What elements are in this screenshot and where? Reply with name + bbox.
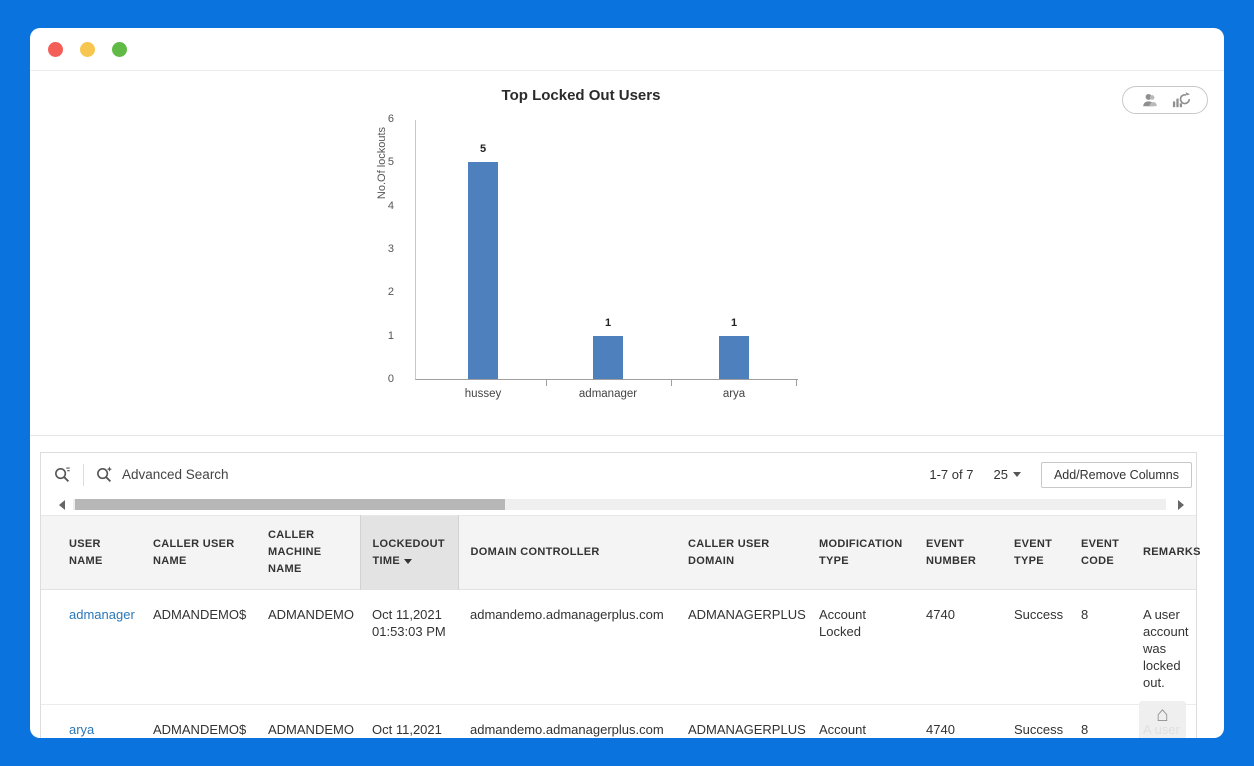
advanced-search-icon[interactable]	[95, 465, 114, 484]
col-header-user_name[interactable]: USER NAME	[69, 537, 103, 567]
bar-value-label: 5	[479, 143, 487, 155]
x-axis-tick	[796, 380, 797, 386]
chart-section: Top Locked Out Users	[30, 71, 1224, 435]
col-header-caller_user_name[interactable]: CALLER USER NAME	[153, 537, 235, 567]
user_name-cell[interactable]: admanager	[69, 607, 135, 622]
y-axis-tick-label: 1	[387, 329, 394, 342]
y-axis-tick-label: 2	[387, 286, 394, 299]
lockout-report-table: USER NAME CALLER USER NAME CALLER MACHINE …	[41, 515, 1201, 739]
y-axis-tick-label: 6	[387, 113, 394, 125]
spacer-cell	[41, 516, 57, 590]
x-axis-tick	[546, 380, 547, 386]
col-header-caller_user_domain[interactable]: CALLER USER DOMAIN	[688, 537, 770, 567]
pagination-range: 1-7 of 7	[929, 467, 974, 482]
close-window-button[interactable]	[48, 41, 63, 57]
report-table-panel: Advanced Search 1-7 of 7 25 Add/Remove C…	[40, 452, 1201, 739]
app-window: Top Locked Out Users	[30, 28, 1224, 738]
lockedout_time-cell: Oct 11,2021 01:52:39 PM	[372, 722, 442, 737]
toolbar-divider	[83, 463, 84, 486]
scroll-to-top-icon: ⌂	[1156, 703, 1169, 726]
horizontal-scrollbar[interactable]	[41, 497, 1196, 512]
scroll-right-arrow-icon[interactable]	[1178, 500, 1184, 510]
table-toolbar: Advanced Search 1-7 of 7 25 Add/Remove C…	[41, 453, 1196, 496]
table-row: admanager ADMANDEMO$ ADMANDEMO Oct 11,2021 …	[41, 590, 1196, 705]
caller_machine_name-cell: ADMANDEMO	[268, 722, 354, 737]
caller_user_domain-cell: ADMANAGERPLUS	[688, 607, 806, 622]
scroll-left-arrow-icon[interactable]	[59, 500, 65, 510]
caller_user_name-cell: ADMANDEMO$	[153, 722, 247, 737]
col-header-lockedout_time[interactable]: LOCKEDOUT TIME	[359, 515, 459, 590]
event_number-cell: 4740	[926, 607, 955, 622]
chart-title: Top Locked Out Users	[501, 87, 661, 104]
scrollbar-track[interactable]	[73, 499, 1166, 510]
col-header-modification_type[interactable]: MODIFICATION TYPE	[819, 537, 903, 567]
x-axis-category-label: hussey	[464, 388, 502, 400]
scroll-to-top-button[interactable]: ⌂	[1139, 701, 1186, 738]
remarks-cell: A user account was locked out.	[1143, 607, 1189, 690]
col-header-remarks[interactable]: REMARKS	[1143, 546, 1201, 558]
event_type-cell: Success	[1014, 607, 1064, 622]
bar-admanager[interactable]	[593, 336, 623, 379]
event_code-cell: 8	[1081, 607, 1089, 622]
titlebar	[30, 28, 1224, 71]
modification_type-cell: Account Locked	[819, 722, 866, 737]
chart-refresh-icon[interactable]	[1171, 91, 1191, 110]
caller_user_name-cell: ADMANDEMO$	[153, 607, 247, 622]
y-axis-tick-label: 5	[387, 156, 394, 169]
x-axis-tick	[671, 380, 672, 386]
bar-arya[interactable]	[719, 336, 749, 379]
domain_controller-cell: admandemo.admanagerplus.com	[470, 722, 664, 737]
spacer-cell	[41, 590, 57, 705]
search-icon[interactable]	[53, 465, 72, 484]
col-header-event_type[interactable]: EVENT TYPE	[1014, 537, 1053, 567]
user_name-cell[interactable]: arya	[69, 722, 95, 737]
advanced-search-label[interactable]: Advanced Search	[122, 467, 229, 482]
x-axis-category-label: admanager	[578, 388, 638, 400]
caller_user_domain-cell: ADMANAGERPLUS	[688, 722, 806, 737]
event_number-cell: 4740	[926, 722, 955, 737]
minimize-window-button[interactable]	[80, 41, 95, 57]
modification_type-cell: Account Locked	[819, 607, 866, 639]
domain_controller-cell: admandemo.admanagerplus.com	[470, 607, 664, 622]
caller_machine_name-cell: ADMANDEMO	[268, 607, 354, 622]
y-axis-tick-label: 3	[387, 243, 394, 255]
chart-actions-group	[1122, 86, 1208, 114]
chart-y-ticks: 0 1 2 3 4 5 6	[370, 113, 404, 385]
page-size-dropdown[interactable]: 25	[993, 467, 1021, 482]
y-axis-tick-label: 4	[387, 199, 394, 212]
scrollbar-thumb[interactable]	[75, 499, 505, 510]
chevron-down-icon	[1012, 472, 1021, 477]
y-axis-tick-label: 0	[387, 373, 394, 385]
section-divider	[30, 435, 1224, 436]
col-header-event_number[interactable]: EVENT NUMBER	[926, 537, 977, 567]
table-row: arya ADMANDEMO$ ADMANDEMO Oct 11,2021 01:52…	[41, 705, 1196, 739]
event_code-cell: 8	[1081, 722, 1089, 737]
lockedout_time-cell: Oct 11,2021 01:53:03 PM	[372, 607, 446, 639]
user-icon[interactable]	[1140, 91, 1159, 110]
bar-value-label: 1	[730, 317, 738, 329]
add-remove-columns-button[interactable]: Add/Remove Columns	[1040, 461, 1192, 488]
maximize-window-button[interactable]	[112, 41, 127, 57]
spacer-cell	[41, 705, 57, 739]
col-header-caller_machine_name[interactable]: CALLER MACHINE NAME	[268, 529, 322, 575]
x-axis-category-label: arya	[722, 388, 746, 400]
event_type-cell: Success	[1014, 722, 1064, 737]
sort-descending-icon[interactable]	[403, 558, 412, 564]
page-size-value: 25	[993, 467, 1008, 482]
col-header-event_code[interactable]: EVENT CODE	[1081, 537, 1120, 567]
bar-value-label: 1	[604, 317, 612, 329]
bar-hussey[interactable]	[468, 162, 498, 379]
col-header-domain_controller[interactable]: DOMAIN CONTROLLER	[470, 546, 600, 558]
chart-plot: 5 hussey 1 admanager 1 arya	[415, 120, 798, 400]
